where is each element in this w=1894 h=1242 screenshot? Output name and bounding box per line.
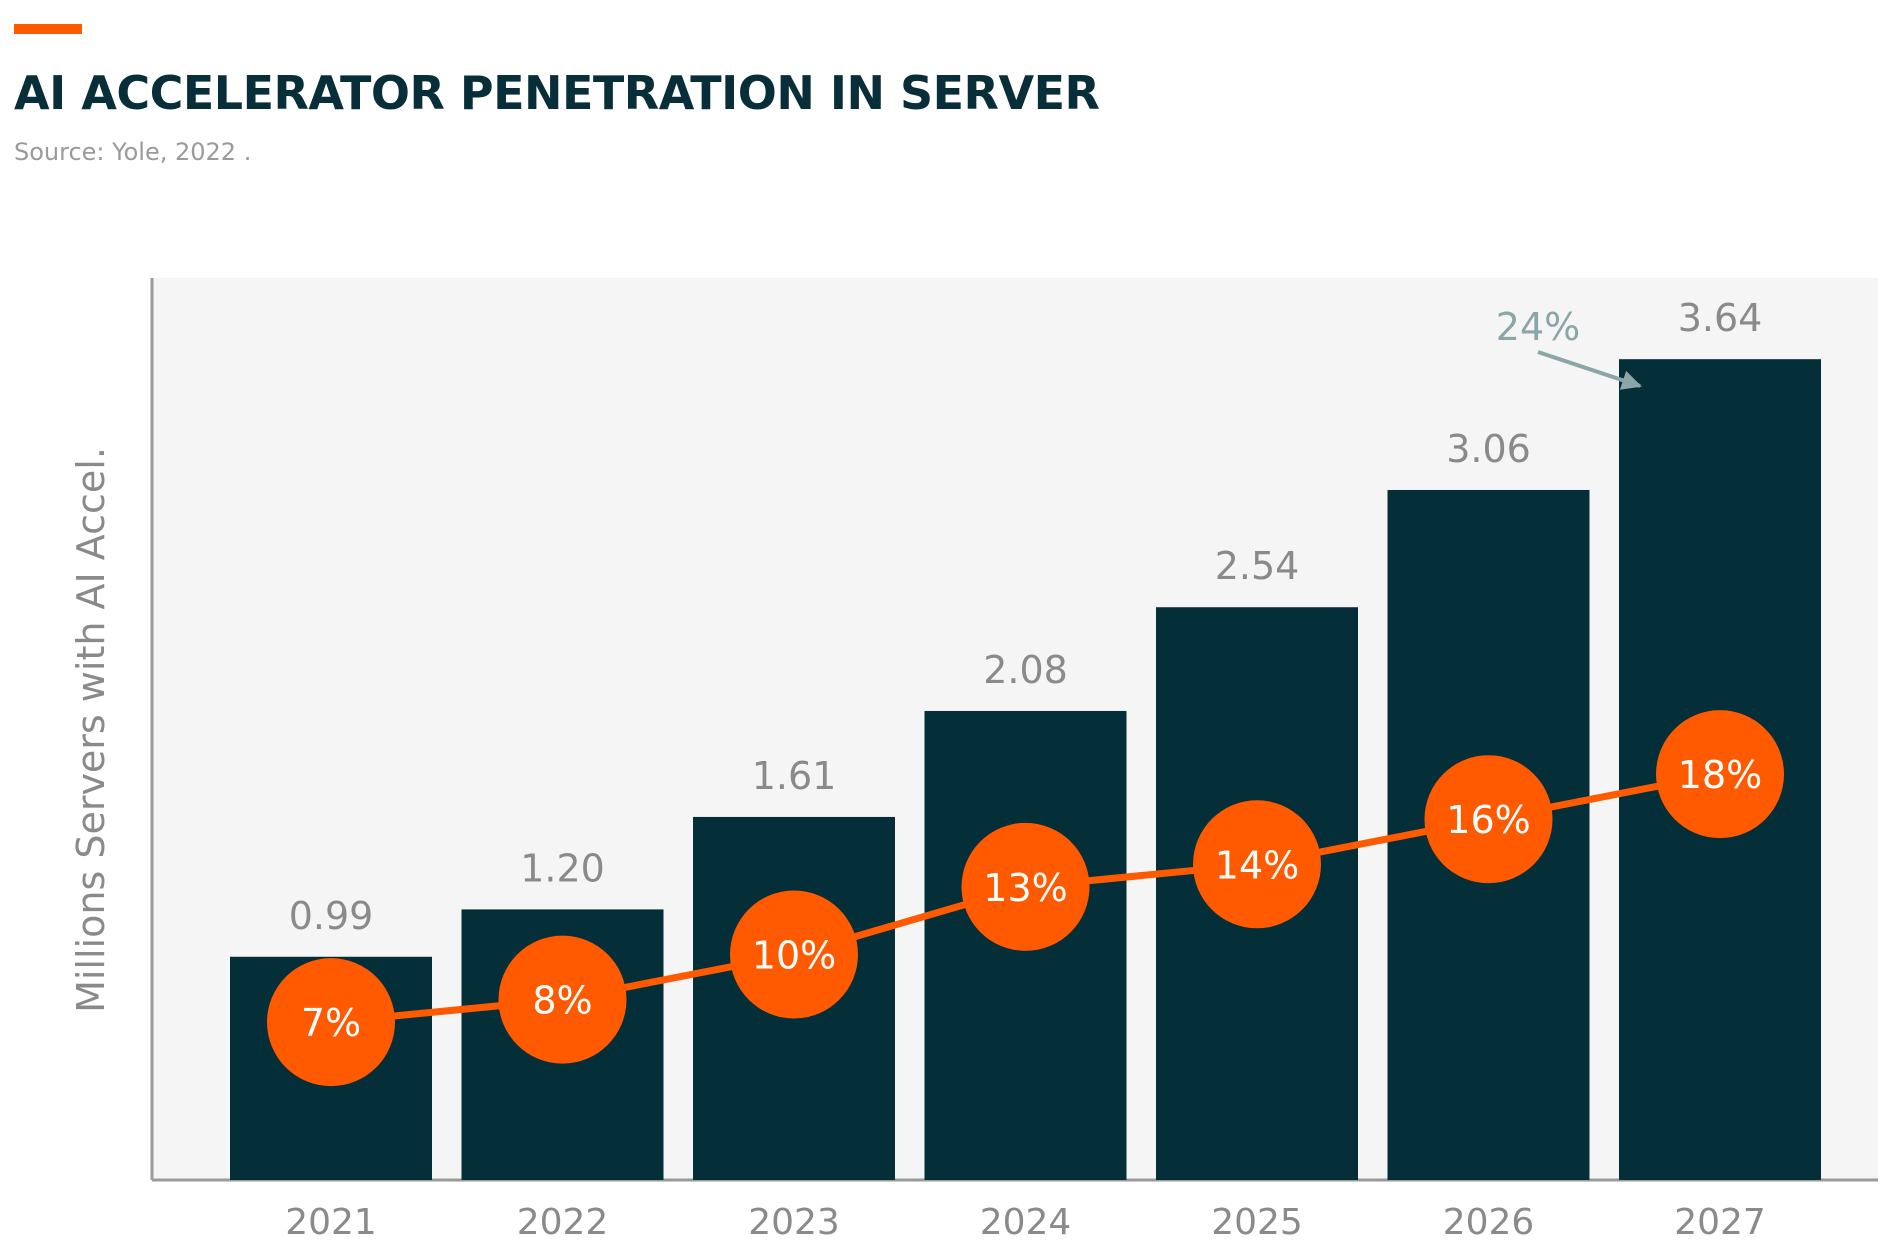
x-tick-label-2022: 2022 xyxy=(517,1202,609,1242)
bar-value-label-2025: 2.54 xyxy=(1215,544,1300,588)
bar-value-label-2024: 2.08 xyxy=(983,648,1068,692)
annotation-label: 24% xyxy=(1496,305,1580,349)
y-axis-label: Millions Servers with AI Accel. xyxy=(69,447,113,1013)
penetration-marker-2025 xyxy=(1193,800,1321,929)
penetration-label-2022: 8% xyxy=(532,979,592,1023)
penetration-label-2023: 10% xyxy=(752,934,836,978)
accent-bar xyxy=(14,24,82,34)
penetration-marker-2022 xyxy=(498,935,627,1064)
penetration-label-2024: 13% xyxy=(983,866,1067,910)
penetration-marker-2024 xyxy=(961,822,1090,951)
annotation-arrow xyxy=(1537,350,1642,390)
penetration-line: 7% 8% 10% 13% 14% 16% 18% xyxy=(267,710,1784,1087)
penetration-marker-2027 xyxy=(1656,710,1784,839)
x-tick-label-2027: 2027 xyxy=(1674,1202,1766,1242)
bar-value-label-2023: 1.61 xyxy=(752,754,837,798)
chart-title: AI ACCELERATOR PENETRATION IN SERVER xyxy=(14,66,1100,120)
penetration-label-2025: 14% xyxy=(1215,843,1299,887)
bar-value-label-2026: 3.06 xyxy=(1446,427,1531,471)
penetration-label-2021: 7% xyxy=(301,1001,361,1045)
penetration-marker-2023 xyxy=(730,890,858,1019)
bar-value-label-2022: 1.20 xyxy=(520,846,605,890)
x-tick-label-2021: 2021 xyxy=(285,1202,377,1242)
penetration-label-2026: 16% xyxy=(1446,798,1530,842)
chart-source: Source: Yole, 2022 . xyxy=(14,138,252,166)
annotation: 24% xyxy=(1496,305,1642,390)
penetration-marker-2026 xyxy=(1424,755,1553,884)
bar-value-label-2027: 3.64 xyxy=(1678,296,1763,340)
x-tick-label-2026: 2026 xyxy=(1443,1202,1535,1242)
bar-value-label-2021: 0.99 xyxy=(289,894,374,938)
x-tick-label-2024: 2024 xyxy=(980,1202,1072,1242)
x-tick-label-2023: 2023 xyxy=(748,1202,840,1242)
penetration-marker-2021 xyxy=(267,958,395,1087)
x-axis-tick-labels: 2021 2022 2023 2024 2025 2026 2027 xyxy=(285,1202,1766,1242)
penetration-label-2027: 18% xyxy=(1678,753,1762,797)
x-tick-label-2025: 2025 xyxy=(1211,1202,1303,1242)
